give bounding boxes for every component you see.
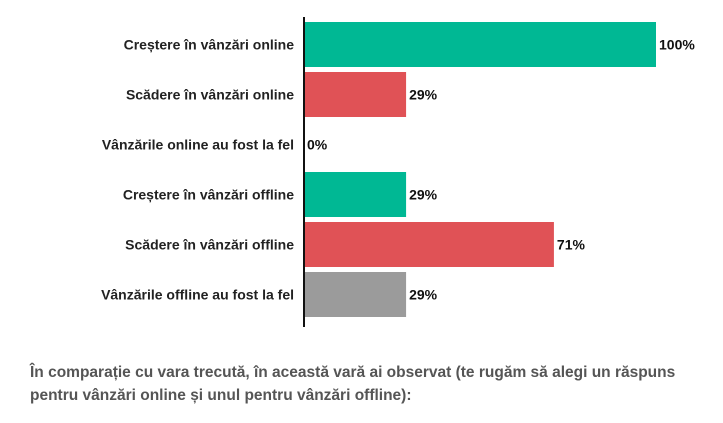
category-labels: Creștere în vânzări online Scădere în vân… (101, 37, 294, 303)
category-label-0: Creștere în vânzări online (124, 37, 295, 53)
bar-0 (304, 22, 656, 67)
bar-5 (304, 272, 407, 317)
category-label-2: Vânzările online au fost la fel (102, 137, 294, 153)
value-label-5: 29% (409, 287, 438, 303)
category-label-5: Vânzările offline au fost la fel (101, 287, 294, 303)
bar-4 (304, 222, 554, 267)
value-label-2: 0% (307, 137, 328, 153)
chart-caption: În comparație cu vara trecută, în aceast… (30, 364, 676, 404)
value-label-3: 29% (409, 187, 438, 203)
value-label-4: 71% (557, 237, 586, 253)
value-label-0: 100% (659, 37, 695, 53)
bar-3 (304, 172, 407, 217)
bar-chart: Creștere în vânzări online Scădere în vân… (101, 17, 695, 327)
bar-1 (304, 72, 407, 117)
category-label-4: Scădere în vânzări offline (125, 237, 294, 253)
bars-group (304, 22, 656, 317)
value-label-1: 29% (409, 87, 438, 103)
value-labels: 100% 29% 0% 29% 71% 29% (307, 37, 695, 303)
category-label-3: Creștere în vânzări offline (123, 187, 294, 203)
category-label-1: Scădere în vânzări online (126, 87, 294, 103)
